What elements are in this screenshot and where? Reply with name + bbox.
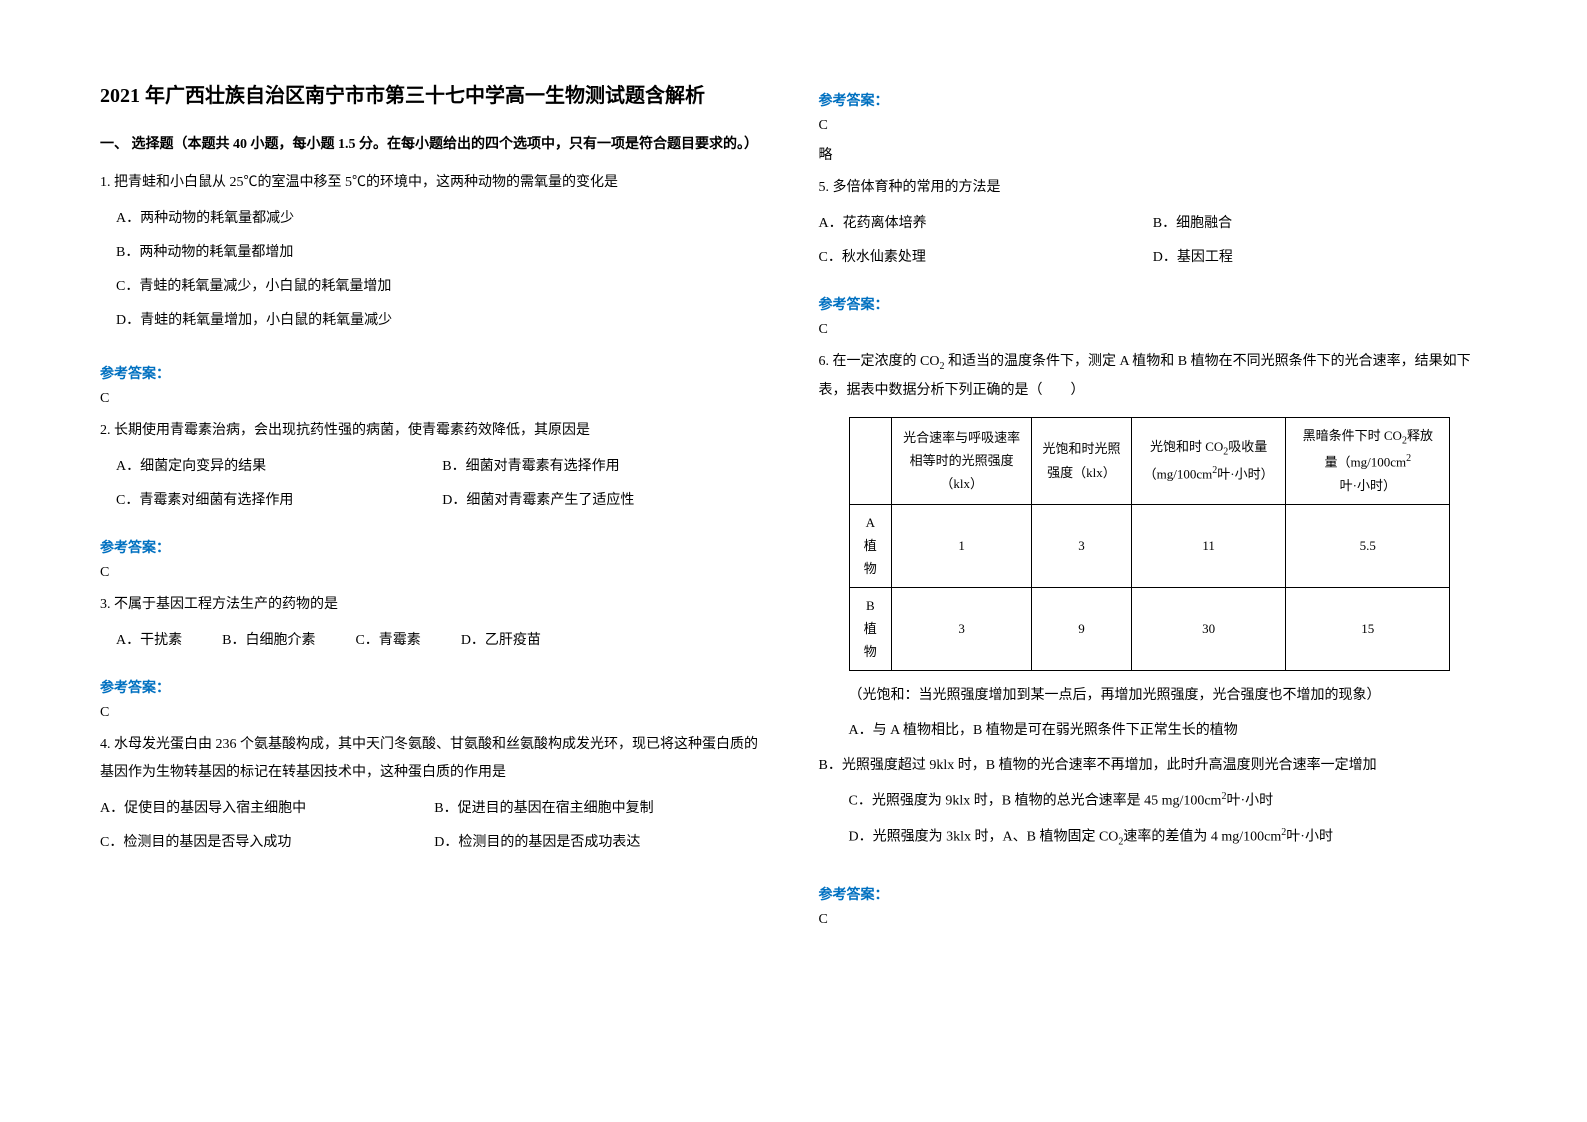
q5-option-c: C．秋水仙素处理 xyxy=(819,244,1153,272)
q2-option-b: B．细菌对青霉素有选择作用 xyxy=(442,453,619,481)
table-corner xyxy=(849,417,892,504)
question-4: 4. 水母发光蛋白由 236 个氨基酸构成，其中天门冬氨酸、甘氨酸和丝氨酸构成发… xyxy=(100,731,769,857)
q1-text: 1. 把青蛙和小白鼠从 25℃的室温中移至 5℃的环境中，这两种动物的需氧量的变… xyxy=(100,169,769,197)
cell: 3 xyxy=(1032,504,1132,587)
table-header-1: 光合速率与呼吸速率相等时的光照强度（klx） xyxy=(892,417,1032,504)
q2-option-a: A．细菌定向变异的结果 xyxy=(116,453,442,481)
cell: 15 xyxy=(1286,587,1450,670)
q1-option-c: C．青蛙的耗氧量减少，小白鼠的耗氧量增加 xyxy=(116,273,769,301)
q3-option-a: A．干扰素 xyxy=(116,627,182,655)
q4-answer-label: 参考答案： xyxy=(819,90,1488,110)
table-row: B 植物 3 9 30 15 xyxy=(849,587,1450,670)
q6-table-note: （光饱和：当光照强度增加到某一点后，再增加光照强度，光合强度也不增加的现象） xyxy=(849,683,1488,708)
question-6: 6. 在一定浓度的 CO2 和适当的温度条件下，测定 A 植物和 B 植物在不同… xyxy=(819,348,1488,862)
cell: 5.5 xyxy=(1286,504,1450,587)
cell: 11 xyxy=(1131,504,1286,587)
question-2: 2. 长期使用青霉素治病，会出现抗药性强的病菌，使青霉素药效降低，其原因是 A．… xyxy=(100,417,769,515)
table-header-4: 黑暗条件下时 CO2释放量（mg/100cm2叶·小时） xyxy=(1286,417,1450,504)
cell: 30 xyxy=(1131,587,1286,670)
table-header-3: 光饱和时 CO2吸收量（mg/100cm2叶·小时） xyxy=(1131,417,1286,504)
cell: 3 xyxy=(892,587,1032,670)
question-5: 5. 多倍体育种的常用的方法是 A．花药离体培养 B．细胞融合 C．秋水仙素处理… xyxy=(819,174,1488,272)
cell: 1 xyxy=(892,504,1032,587)
table-row: A 植物 1 3 11 5.5 xyxy=(849,504,1450,587)
cell: 9 xyxy=(1032,587,1132,670)
table-header-row: 光合速率与呼吸速率相等时的光照强度（klx） 光饱和时光照强度（klx） 光饱和… xyxy=(849,417,1450,504)
q2-option-c: C．青霉素对细菌有选择作用 xyxy=(116,487,442,515)
q6-option-a: A．与 A 植物相比，B 植物是可在弱光照条件下正常生长的植物 xyxy=(849,718,1488,743)
q5-text: 5. 多倍体育种的常用的方法是 xyxy=(819,174,1488,202)
q1-answer: C xyxy=(100,391,769,407)
q5-option-b: B．细胞融合 xyxy=(1153,210,1232,238)
q3-answer-label: 参考答案： xyxy=(100,677,769,697)
row-label: B 植物 xyxy=(849,587,892,670)
q4-answer: C xyxy=(819,118,1488,134)
q4-option-c: C．检测目的基因是否导入成功 xyxy=(100,829,434,857)
q2-answer-label: 参考答案： xyxy=(100,537,769,557)
q4-option-b: B．促进目的基因在宿主细胞中复制 xyxy=(434,795,653,823)
q5-answer: C xyxy=(819,322,1488,338)
q4-option-d: D．检测目的的基因是否成功表达 xyxy=(434,829,640,857)
q3-option-c: C．青霉素 xyxy=(355,627,420,655)
q4-text: 4. 水母发光蛋白由 236 个氨基酸构成，其中天门冬氨酸、甘氨酸和丝氨酸构成发… xyxy=(100,731,769,787)
q2-answer: C xyxy=(100,565,769,581)
q4-option-a: A．促使目的基因导入宿主细胞中 xyxy=(100,795,434,823)
q1-option-a: A．两种动物的耗氧量都减少 xyxy=(116,205,769,233)
q3-text: 3. 不属于基因工程方法生产的药物的是 xyxy=(100,591,769,619)
q6-option-b: B．光照强度超过 9klx 时，B 植物的光合速率不再增加，此时升高温度则光合速… xyxy=(819,753,1488,778)
q6-answer: C xyxy=(819,912,1488,928)
left-column: 2021 年广西壮族自治区南宁市市第三十七中学高一生物测试题含解析 一、 选择题… xyxy=(100,80,769,1042)
q6-option-c: C．光照强度为 9klx 时，B 植物的总光合速率是 45 mg/100cm2叶… xyxy=(849,788,1488,814)
q6-answer-label: 参考答案： xyxy=(819,884,1488,904)
q3-option-d: D．乙肝疫苗 xyxy=(461,627,541,655)
q3-option-b: B．白细胞介素 xyxy=(222,627,315,655)
q6-data-table: 光合速率与呼吸速率相等时的光照强度（klx） 光饱和时光照强度（klx） 光饱和… xyxy=(849,417,1451,671)
q6-option-d: D．光照强度为 3klx 时，A、B 植物固定 CO2速率的差值为 4 mg/1… xyxy=(849,824,1488,851)
page-title: 2021 年广西壮族自治区南宁市市第三十七中学高一生物测试题含解析 xyxy=(100,80,769,112)
q2-option-d: D．细菌对青霉素产生了适应性 xyxy=(442,487,634,515)
q5-answer-label: 参考答案： xyxy=(819,294,1488,314)
q3-answer: C xyxy=(100,705,769,721)
q1-option-d: D．青蛙的耗氧量增加，小白鼠的耗氧量减少 xyxy=(116,307,769,335)
right-column: 参考答案： C 略 5. 多倍体育种的常用的方法是 A．花药离体培养 B．细胞融… xyxy=(819,80,1488,1042)
row-label: A 植物 xyxy=(849,504,892,587)
q2-text: 2. 长期使用青霉素治病，会出现抗药性强的病菌，使青霉素药效降低，其原因是 xyxy=(100,417,769,445)
question-1: 1. 把青蛙和小白鼠从 25℃的室温中移至 5℃的环境中，这两种动物的需氧量的变… xyxy=(100,169,769,341)
q1-answer-label: 参考答案： xyxy=(100,363,769,383)
q4-answer-note: 略 xyxy=(819,144,1488,164)
q5-option-a: A．花药离体培养 xyxy=(819,210,1153,238)
q5-option-d: D．基因工程 xyxy=(1153,244,1233,272)
section-header: 一、 选择题（本题共 40 小题，每小题 1.5 分。在每小题给出的四个选项中，… xyxy=(100,132,769,157)
question-3: 3. 不属于基因工程方法生产的药物的是 A．干扰素 B．白细胞介素 C．青霉素 … xyxy=(100,591,769,655)
q6-text: 6. 在一定浓度的 CO2 和适当的温度条件下，测定 A 植物和 B 植物在不同… xyxy=(819,348,1488,405)
table-header-2: 光饱和时光照强度（klx） xyxy=(1032,417,1132,504)
q1-option-b: B．两种动物的耗氧量都增加 xyxy=(116,239,769,267)
